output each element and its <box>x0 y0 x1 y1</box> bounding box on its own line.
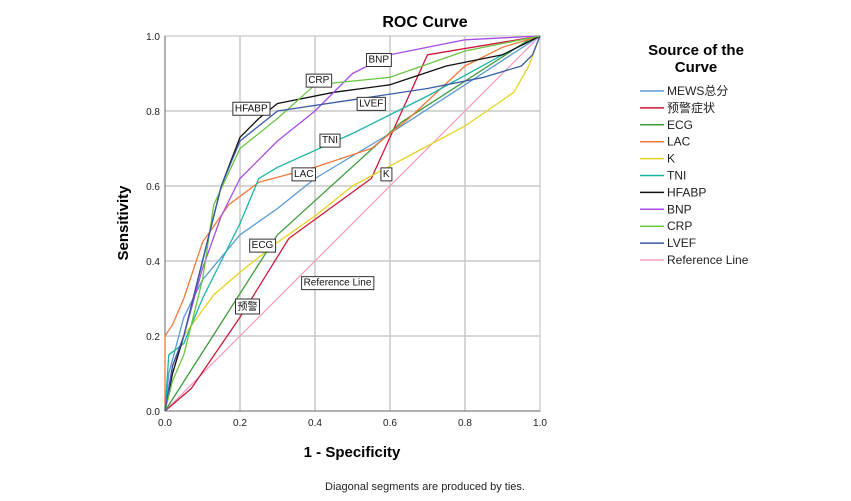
series-line-mews <box>164 35 541 412</box>
legend-item: LAC <box>640 135 691 149</box>
series-line-chinese <box>164 35 541 412</box>
curve-label-box <box>301 276 375 291</box>
legend-label: LAC <box>667 135 691 149</box>
curve-label-box <box>291 167 316 182</box>
series-group <box>164 35 541 412</box>
legend-title-line2: Curve <box>675 59 718 76</box>
curve-label: CRP <box>305 73 333 88</box>
legend-label: TNI <box>667 169 686 183</box>
legend-label: CRP <box>667 219 692 233</box>
curve-label: 预警 <box>235 298 260 315</box>
legend-item: MEWS总分 <box>640 84 728 98</box>
curve-label-box <box>356 96 386 111</box>
curve-label: LVEF <box>356 96 386 111</box>
curve-label: HFABP <box>232 101 271 116</box>
curve-label: TNI <box>319 133 341 148</box>
legend-label: Reference Line <box>667 253 749 267</box>
legend-label: K <box>667 152 675 166</box>
x-tick-label: 0.4 <box>308 418 322 429</box>
y-tick-label: 0.0 <box>146 407 160 418</box>
legend-item: ECG <box>640 118 693 132</box>
series-line-lvef <box>164 35 541 412</box>
curve-label-box <box>305 73 333 88</box>
curve-label: ECG <box>249 238 277 253</box>
curve-label-box <box>380 167 393 182</box>
curve-label-box <box>319 133 341 148</box>
y-tick-label: 0.8 <box>146 107 160 118</box>
y-tick-label: 1.0 <box>146 32 160 43</box>
curve-label-text: LAC <box>294 169 313 180</box>
curve-label-box <box>235 298 260 315</box>
legend-item: CRP <box>640 219 692 233</box>
axes: 0.0 0.2 0.4 0.6 0.8 1.0 0.0 0.2 0.4 0.6 0.8 1.0 <box>146 32 547 429</box>
legend-item: TNI <box>640 169 686 183</box>
legend-label: MEWS总分 <box>667 84 728 98</box>
legend-item: 预警症状 <box>640 100 715 115</box>
curve-label-text: K <box>383 169 390 180</box>
curve-label-text: BNP <box>368 55 389 66</box>
legend-label: LVEF <box>667 236 696 250</box>
y-tick-label: 0.2 <box>146 332 160 343</box>
curve-label: K <box>380 167 393 182</box>
x-tick-label: 1.0 <box>533 418 547 429</box>
x-tick-label: 0.6 <box>383 418 397 429</box>
curve-label-box <box>365 53 392 67</box>
annotations: 预警 ECG LAC K TNI HFABP BNP CRP LVEF Reference Lin… <box>232 53 393 315</box>
series-line-reference-line <box>164 35 541 412</box>
x-axis-label: 1 - Specificity <box>304 444 401 461</box>
legend-item: HFABP <box>640 185 706 199</box>
curve-label-box <box>232 101 271 116</box>
legend-label: HFABP <box>667 185 706 199</box>
curve-label-text: TNI <box>322 135 338 146</box>
curve-label-text: Reference Line <box>304 278 372 289</box>
legend-label: ECG <box>667 118 693 132</box>
legend-item: BNP <box>640 202 692 216</box>
legend-title-line1: Source of the <box>648 42 744 59</box>
curve-label-text: ECG <box>252 240 274 251</box>
y-axis-label: Sensitivity <box>115 185 132 261</box>
curve-label: Reference Line <box>301 276 375 291</box>
legend-item: LVEF <box>640 236 696 250</box>
x-tick-label: 0.0 <box>158 418 172 429</box>
legend-item: K <box>640 152 675 166</box>
curve-label: BNP <box>365 53 392 67</box>
curve-label-box <box>249 238 277 253</box>
footnote: Diagonal segments are produced by ties. <box>325 481 525 493</box>
legend-item: Reference Line <box>640 253 749 267</box>
series-line-lac <box>164 35 541 411</box>
curve-label: LAC <box>291 167 316 182</box>
x-tick-label: 0.8 <box>458 418 472 429</box>
curve-label-text: HFABP <box>235 103 268 114</box>
curve-label-text: LVEF <box>359 98 383 109</box>
legend-label: BNP <box>667 202 692 216</box>
series-line-crp <box>164 35 541 412</box>
x-tick-label: 0.2 <box>233 418 247 429</box>
legend-label: 预警症状 <box>667 100 715 115</box>
curve-label-text: CRP <box>308 75 329 86</box>
chart-title: ROC Curve <box>382 14 467 31</box>
y-tick-label: 0.4 <box>146 257 160 268</box>
curve-label-text: 预警 <box>238 300 258 313</box>
y-tick-label: 0.6 <box>146 182 160 193</box>
